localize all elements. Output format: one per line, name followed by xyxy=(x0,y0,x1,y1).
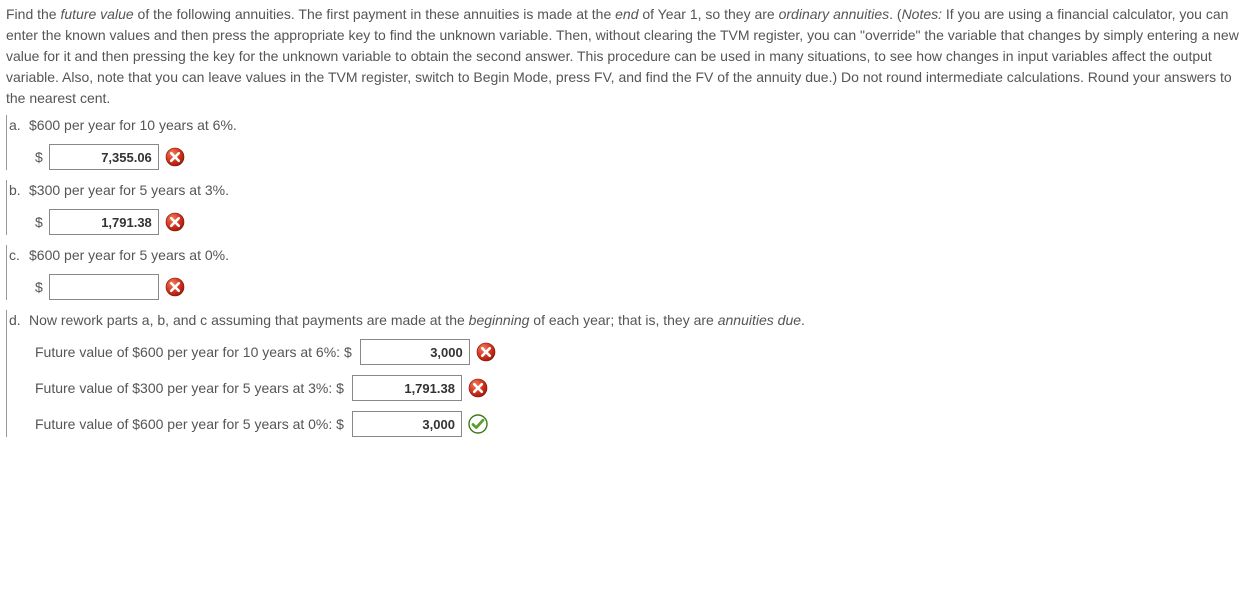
sub-answer-rows: Future value of $600 per year for 10 yea… xyxy=(29,339,1246,437)
wrong-icon xyxy=(476,342,496,362)
answer-input[interactable] xyxy=(49,144,159,170)
currency-symbol: $ xyxy=(35,212,43,233)
question-text: $600 per year for 10 years at 6%. xyxy=(29,115,1246,136)
qd-seg1: Now rework parts a, b, and c assuming th… xyxy=(29,312,469,328)
answer-row: Future value of $600 per year for 10 yea… xyxy=(35,339,1246,365)
question-b: b. $300 per year for 5 years at 3%. $ xyxy=(6,180,1246,235)
answer-row: Future value of $300 per year for 5 year… xyxy=(35,375,1246,401)
question-marker: d. xyxy=(9,310,21,331)
intro-em3: ordinary annuities xyxy=(779,6,890,22)
wrong-icon xyxy=(165,277,185,297)
qd-seg2: of each year; that is, they are xyxy=(529,312,717,328)
currency-symbol: $ xyxy=(35,277,43,298)
question-marker: a. xyxy=(9,115,21,136)
answer-label: Future value of $300 per year for 5 year… xyxy=(35,378,344,399)
question-text: $300 per year for 5 years at 3%. xyxy=(29,180,1246,201)
intro-em2: end xyxy=(615,6,638,22)
answer-input[interactable] xyxy=(360,339,470,365)
question-a: a. $600 per year for 10 years at 6%. $ xyxy=(6,115,1246,170)
wrong-icon xyxy=(468,378,488,398)
intro-seg1: Find the xyxy=(6,6,60,22)
currency-symbol: $ xyxy=(35,147,43,168)
question-c: c. $600 per year for 5 years at 0%. $ xyxy=(6,245,1246,300)
qd-em1: beginning xyxy=(469,312,530,328)
question-text: Now rework parts a, b, and c assuming th… xyxy=(29,310,1246,331)
question-marker: b. xyxy=(9,180,21,201)
qd-em2: annuities due xyxy=(718,312,801,328)
instructions-paragraph: Find the future value of the following a… xyxy=(6,4,1246,109)
answer-input[interactable] xyxy=(352,375,462,401)
question-marker: c. xyxy=(9,245,20,266)
answer-input[interactable] xyxy=(352,411,462,437)
wrong-icon xyxy=(165,212,185,232)
answer-input[interactable] xyxy=(49,209,159,235)
intro-seg3: of Year 1, so they are xyxy=(638,6,778,22)
answer-row: $ xyxy=(35,144,1246,170)
wrong-icon xyxy=(165,147,185,167)
answer-row: $ xyxy=(35,209,1246,235)
answer-row: Future value of $600 per year for 5 year… xyxy=(35,411,1246,437)
question-list: a. $600 per year for 10 years at 6%. $ b… xyxy=(6,115,1246,437)
question-text: $600 per year for 5 years at 0%. xyxy=(29,245,1246,266)
answer-row: $ xyxy=(35,274,1246,300)
intro-em-notes: Notes: xyxy=(902,6,942,22)
correct-icon xyxy=(468,414,488,434)
qd-seg3: . xyxy=(801,312,805,328)
question-d: d. Now rework parts a, b, and c assuming… xyxy=(6,310,1246,437)
intro-seg4: . ( xyxy=(889,6,901,22)
answer-input[interactable] xyxy=(49,274,159,300)
intro-em1: future value xyxy=(60,6,133,22)
intro-seg2: of the following annuities. The first pa… xyxy=(134,6,615,22)
answer-label: Future value of $600 per year for 5 year… xyxy=(35,414,344,435)
answer-label: Future value of $600 per year for 10 yea… xyxy=(35,342,352,363)
